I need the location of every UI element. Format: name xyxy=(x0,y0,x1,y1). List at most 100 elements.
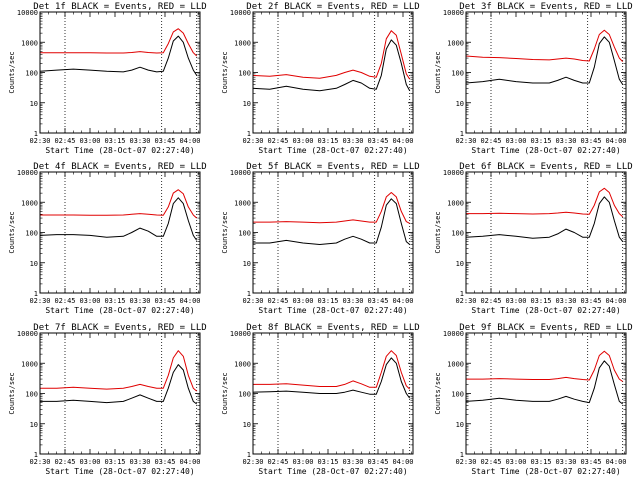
x-tick-label: 03:15 xyxy=(530,137,551,145)
x-tick-label: 02:45 xyxy=(480,137,501,145)
y-tick-label: 100 xyxy=(451,230,464,238)
plot-frame xyxy=(465,11,627,134)
events-line xyxy=(39,35,198,76)
detector-panel-6: Det 6f BLACK = Events, RED = LLD Counts/s… xyxy=(434,162,633,315)
x-tick-label: 03:30 xyxy=(342,297,363,305)
y-tick-label: 10 xyxy=(243,260,251,268)
x-axis-label: Start Time (28-Oct-07 02:27:40) xyxy=(45,146,194,155)
y-tick-label: 1000 xyxy=(234,360,251,368)
y-tick-label: 100 xyxy=(451,391,464,399)
x-tick-label: 02:30 xyxy=(29,458,50,466)
y-tick-label: 10000 xyxy=(17,9,38,17)
lld-line xyxy=(253,192,410,224)
y-tick-label: 10 xyxy=(30,260,38,268)
y-tick-label: 1 xyxy=(247,290,251,298)
plot-frame xyxy=(465,332,627,455)
x-tick-label: 03:00 xyxy=(505,297,526,305)
x-tick-label: 03:45 xyxy=(367,297,388,305)
lld-line xyxy=(466,350,623,382)
x-tick-label: 03:15 xyxy=(104,297,125,305)
plot-frame xyxy=(252,171,414,294)
panel-title: Det 8f BLACK = Events, RED = LLD xyxy=(246,323,419,333)
events-line xyxy=(253,198,411,245)
y-tick-label: 10000 xyxy=(443,9,464,17)
y-tick-label: 1000 xyxy=(21,39,38,47)
panel-title: Det 1f BLACK = Events, RED = LLD xyxy=(33,2,206,12)
panel-title: Det 7f BLACK = Events, RED = LLD xyxy=(33,323,206,333)
y-tick-label: 1 xyxy=(460,130,464,138)
x-tick-label: 04:00 xyxy=(605,297,626,305)
x-tick-label: 03:00 xyxy=(292,297,313,305)
x-tick-label: 02:45 xyxy=(54,137,75,145)
panel-title: Det 9f BLACK = Events, RED = LLD xyxy=(459,323,632,333)
y-tick-label: 1000 xyxy=(447,360,464,368)
y-tick-label: 10000 xyxy=(17,169,38,177)
x-tick-label: 03:45 xyxy=(154,458,175,466)
lld-line xyxy=(466,187,624,218)
y-tick-label: 100 xyxy=(451,70,464,78)
events-line xyxy=(39,197,198,241)
x-tick-label: 02:45 xyxy=(267,458,288,466)
y-tick-label: 1000 xyxy=(21,199,38,207)
y-tick-label: 10 xyxy=(243,100,251,108)
y-tick-label: 10000 xyxy=(230,330,251,338)
x-tick-label: 02:45 xyxy=(54,458,75,466)
x-axis-label: Start Time (28-Oct-07 02:27:40) xyxy=(258,306,407,315)
y-tick-label: 1 xyxy=(247,451,251,459)
x-tick-label: 02:30 xyxy=(242,137,263,145)
x-tick-label: 03:45 xyxy=(367,137,388,145)
x-tick-label: 02:30 xyxy=(29,137,50,145)
x-tick-label: 03:00 xyxy=(79,137,100,145)
panel-title: Det 2f BLACK = Events, RED = LLD xyxy=(246,2,419,12)
events-line xyxy=(465,360,624,405)
y-axis-label: Counts/sec xyxy=(221,372,229,414)
panel-title: Det 5f BLACK = Events, RED = LLD xyxy=(246,162,419,172)
panel-title: Det 6f BLACK = Events, RED = LLD xyxy=(459,162,632,172)
plot-frame xyxy=(39,11,201,134)
y-tick-label: 10 xyxy=(456,421,464,429)
x-tick-label: 03:45 xyxy=(580,297,601,305)
x-tick-label: 03:15 xyxy=(317,297,338,305)
y-axis-label: Counts/sec xyxy=(8,372,16,414)
events-line xyxy=(252,39,411,92)
x-tick-label: 04:00 xyxy=(179,297,200,305)
x-tick-label: 02:30 xyxy=(29,297,50,305)
detector-panel-7: Det 7f BLACK = Events, RED = LLD Counts/s… xyxy=(8,323,207,476)
x-axis-label: Start Time (28-Oct-07 02:27:40) xyxy=(258,467,407,476)
x-tick-label: 03:45 xyxy=(580,137,601,145)
y-axis-label: Counts/sec xyxy=(8,211,16,253)
lld-line xyxy=(253,350,411,390)
x-axis-label: Start Time (28-Oct-07 02:27:40) xyxy=(258,146,407,155)
x-tick-label: 03:15 xyxy=(530,458,551,466)
x-tick-label: 02:45 xyxy=(267,297,288,305)
detector-panel-1: Det 1f BLACK = Events, RED = LLD Counts/s… xyxy=(8,2,207,155)
detector-panel-4: Det 4f BLACK = Events, RED = LLD Counts/s… xyxy=(8,162,207,315)
x-tick-label: 03:45 xyxy=(154,137,175,145)
x-tick-label: 03:30 xyxy=(555,458,576,466)
x-tick-label: 02:30 xyxy=(455,458,476,466)
y-tick-label: 10 xyxy=(30,421,38,429)
x-tick-label: 03:45 xyxy=(154,297,175,305)
plot-frame xyxy=(465,171,627,294)
y-axis-label: Counts/sec xyxy=(434,211,442,253)
x-tick-label: 03:00 xyxy=(505,458,526,466)
y-tick-label: 10 xyxy=(243,421,251,429)
x-tick-label: 04:00 xyxy=(605,458,626,466)
lld-line xyxy=(465,29,624,62)
y-tick-label: 1000 xyxy=(234,39,251,47)
y-tick-label: 1 xyxy=(247,130,251,138)
y-axis-label: Counts/sec xyxy=(434,51,442,93)
events-line xyxy=(40,364,198,405)
x-axis-label: Start Time (28-Oct-07 02:27:40) xyxy=(471,146,620,155)
y-axis-label: Counts/sec xyxy=(221,211,229,253)
x-tick-label: 04:00 xyxy=(392,458,413,466)
plot-frame xyxy=(39,171,201,294)
y-axis-label: Counts/sec xyxy=(434,372,442,414)
x-tick-label: 04:00 xyxy=(179,458,200,466)
y-tick-label: 10000 xyxy=(230,9,251,17)
y-tick-label: 10000 xyxy=(443,169,464,177)
x-tick-label: 04:00 xyxy=(605,137,626,145)
x-tick-label: 02:30 xyxy=(455,137,476,145)
y-tick-label: 10000 xyxy=(17,330,38,338)
